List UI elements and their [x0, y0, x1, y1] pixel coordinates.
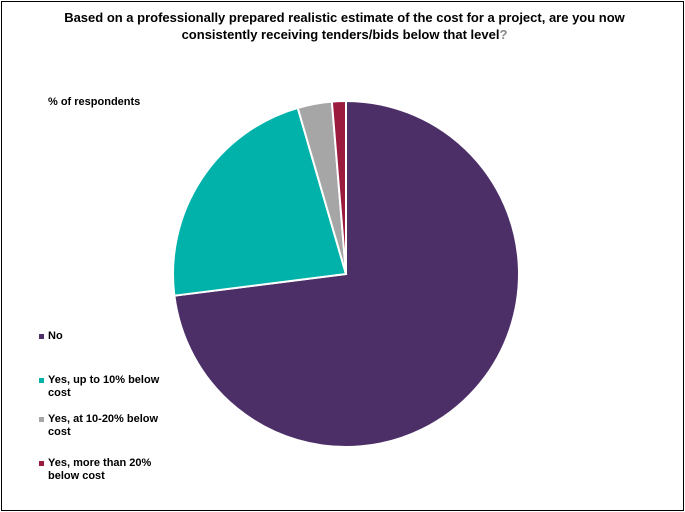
legend-swatch-yes-more-than-20: [39, 461, 44, 466]
axis-label: % of respondents: [48, 96, 141, 108]
legend-label-yes-up-to-10: Yes, up to 10% below cost: [48, 374, 160, 399]
legend-item-no: No: [39, 330, 178, 343]
chart-title-text: Based on a professionally prepared reali…: [64, 10, 625, 42]
legend-item-yes-up-to-10: Yes, up to 10% below cost: [39, 374, 178, 400]
legend-item-yes-more-than-20: Yes, more than 20% below cost: [39, 457, 178, 483]
legend-swatch-no: [39, 334, 44, 339]
legend-swatch-yes-10-20: [39, 417, 44, 422]
pie-slice-yes-more-than-20-below-cost: [330, 99, 347, 275]
legend-label-yes-10-20: Yes, at 10-20% below cost: [48, 413, 159, 438]
legend-swatch-yes-up-to-10: [39, 378, 44, 383]
legend-item-yes-10-20: Yes, at 10-20% below cost: [39, 413, 178, 439]
legend-label-yes-more-than-20: Yes, more than 20% below cost: [48, 457, 152, 482]
chart-title: Based on a professionally prepared reali…: [42, 9, 647, 43]
legend-label-no: No: [48, 330, 63, 342]
chart-title-suffix: ?: [499, 27, 508, 42]
pie-slice-yes-up-to-10-below-cost: [171, 106, 348, 297]
